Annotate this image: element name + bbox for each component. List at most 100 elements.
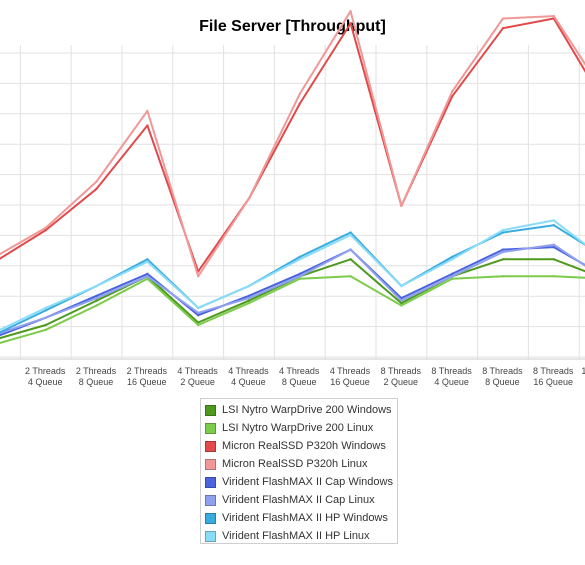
data-point [349, 248, 352, 251]
x-tick-label: 4 Queue [434, 377, 469, 387]
x-tick-label: 2 Threads [25, 366, 66, 376]
x-tick-label: 8 Queue [79, 377, 114, 387]
x-tick-label: 2 Threads [76, 366, 117, 376]
legend-swatch [205, 476, 216, 488]
legend-label: Virident FlashMAX II HP Linux [222, 530, 370, 542]
legend-label: Virident FlashMAX II HP Windows [222, 512, 388, 524]
data-point [451, 90, 454, 93]
x-tick-label: 16 Queue [127, 377, 167, 387]
legend-swatch [205, 458, 216, 470]
data-point [451, 95, 454, 98]
data-point [451, 272, 454, 276]
data-point [44, 328, 47, 332]
data-point [400, 301, 403, 305]
x-tick-label: 4 Queue [231, 377, 266, 387]
data-point [197, 311, 200, 314]
data-point [95, 299, 98, 302]
data-point [146, 275, 149, 278]
data-point [451, 255, 454, 259]
data-point [95, 187, 98, 190]
data-point [146, 260, 149, 263]
data-point [400, 204, 403, 207]
x-tick-label: 4 Threads [330, 366, 371, 376]
x-tick-label: 2 Threads [127, 366, 168, 376]
legend-item: LSI Nytro WarpDrive 200 Windows [205, 401, 393, 419]
x-tick-label: 8 Threads [381, 366, 422, 376]
data-point [400, 299, 403, 302]
series-line [0, 17, 585, 273]
x-tick-label: 16 Queue [533, 377, 573, 387]
data-point [247, 301, 251, 305]
data-point [95, 294, 98, 297]
data-point [197, 314, 200, 317]
data-point [451, 275, 454, 278]
data-point [95, 297, 98, 300]
data-point [349, 233, 352, 237]
data-point [44, 309, 47, 312]
data-point [44, 226, 47, 229]
data-point [400, 304, 403, 307]
legend-swatch [205, 530, 216, 542]
data-point [349, 275, 352, 278]
data-point [349, 258, 352, 261]
legend-label: Virident FlashMAX II Cap Linux [222, 494, 375, 506]
data-point [501, 248, 505, 251]
data-point [349, 10, 352, 13]
data-point [247, 297, 251, 300]
data-point [95, 284, 98, 288]
data-point [552, 275, 555, 278]
series-line [0, 258, 585, 340]
legend-swatch [205, 440, 216, 452]
data-point [197, 275, 200, 278]
legend-item: Virident FlashMAX II Cap Windows [205, 473, 393, 491]
data-point [197, 323, 200, 327]
data-point [451, 277, 454, 280]
data-point [247, 299, 251, 302]
x-tick-label: 2 Queue [180, 377, 215, 387]
x-tick-label: 8 Queue [485, 377, 520, 387]
legend-item: LSI Nytro WarpDrive 200 Linux [205, 419, 393, 437]
x-tick-label: 4 Threads [279, 366, 320, 376]
data-point [552, 245, 555, 249]
legend-swatch [205, 404, 216, 416]
data-point [400, 284, 403, 288]
data-point [501, 275, 505, 278]
series-line [0, 243, 585, 335]
data-point [552, 14, 555, 18]
x-tick-label: 2 Queue [384, 377, 419, 387]
data-point [44, 316, 47, 319]
data-point [501, 231, 505, 234]
data-point [298, 272, 301, 276]
x-tick-label: 8 Queue [282, 377, 317, 387]
x-tick-label: 8 Threads [482, 366, 523, 376]
data-point [552, 224, 555, 227]
legend-item: Virident FlashMAX II Cap Linux [205, 491, 393, 509]
x-tick-label: 4 Queue [28, 377, 63, 387]
data-point [44, 228, 47, 232]
x-tick-label: 8 Threads [431, 366, 472, 376]
data-point [298, 255, 301, 259]
series-line [0, 219, 585, 331]
legend-swatch [205, 512, 216, 524]
data-point [349, 22, 352, 25]
data-point [298, 92, 301, 96]
data-point [501, 27, 505, 30]
legend-swatch [205, 422, 216, 434]
data-point [552, 219, 555, 222]
data-point [501, 258, 505, 261]
x-tick-label: 8 Threads [533, 366, 574, 376]
legend-item: Virident FlashMAX II HP Linux [205, 527, 393, 545]
data-point [146, 109, 149, 113]
data-point [298, 102, 301, 105]
legend-item: Micron RealSSD P320h Windows [205, 437, 393, 455]
data-point [349, 231, 352, 234]
data-point [95, 304, 98, 307]
data-point [501, 250, 505, 254]
series-line [0, 10, 585, 278]
data-point [146, 124, 149, 127]
data-point [146, 272, 149, 276]
data-point [247, 294, 251, 297]
legend-item: Micron RealSSD P320h Linux [205, 455, 393, 473]
data-point [451, 258, 454, 261]
